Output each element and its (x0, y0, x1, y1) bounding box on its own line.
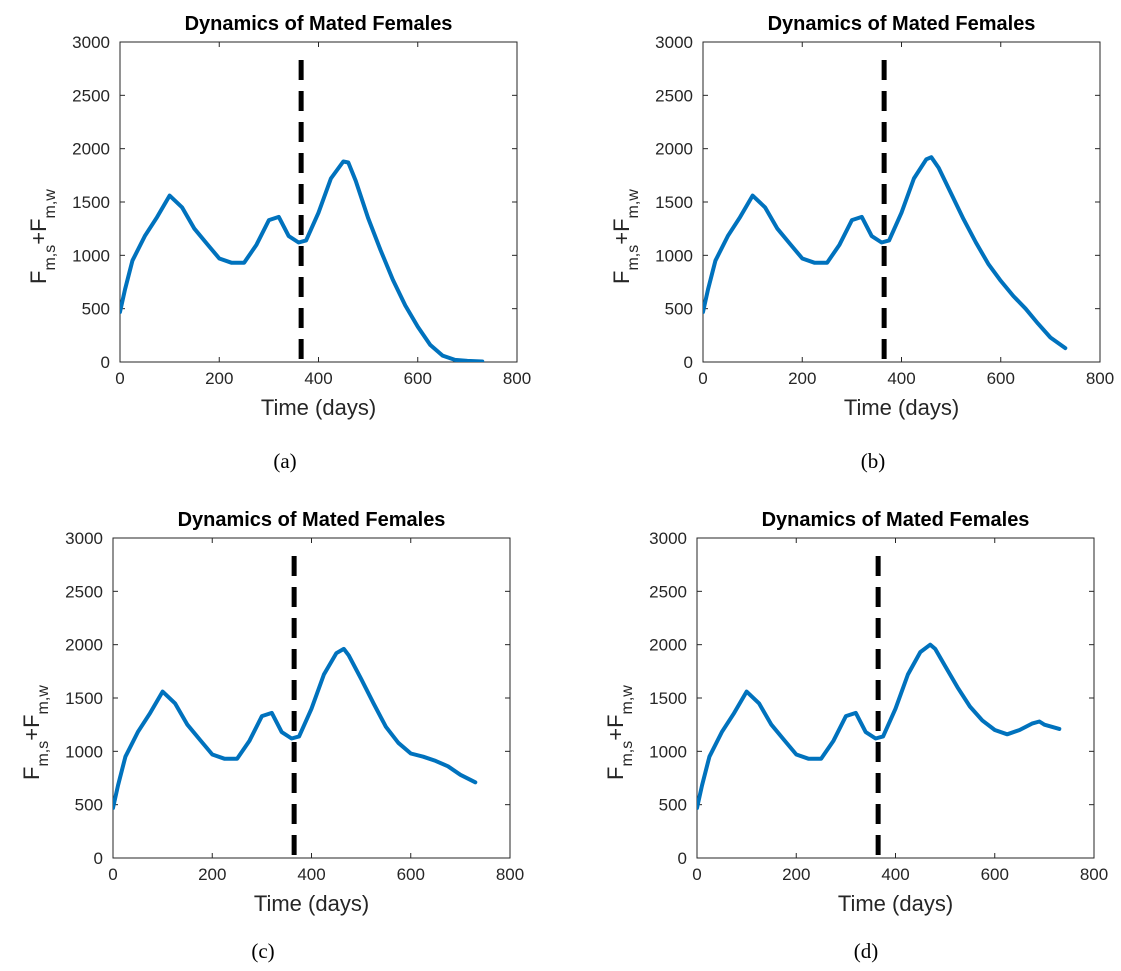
y-label-sub2: m,w (35, 685, 52, 715)
series-line (697, 642, 1062, 810)
y-label-plus-f2: +F (26, 218, 51, 244)
y-tick-label: 0 (684, 353, 693, 372)
chart-panel-d: 0 200 400 600 800 0 500 1000 1500 2000 2500 3000 Dyn… (603, 509, 1108, 963)
y-label-sub1: m,s (619, 741, 636, 767)
axes-box (112, 537, 511, 859)
panel-caption: (b) (861, 449, 886, 473)
x-tick-label: 200 (788, 369, 816, 388)
x-tick-label: 0 (115, 369, 124, 388)
y-label-sub2: m,w (42, 189, 59, 219)
panel-caption: (d) (854, 939, 879, 963)
y-axis-label: Fm,s+Fm,w (26, 189, 59, 284)
y-tick-label: 1000 (655, 246, 693, 265)
y-tick-label: 0 (678, 849, 687, 868)
x-tick-label: 800 (1086, 369, 1114, 388)
y-tick-label: 2500 (65, 582, 103, 601)
y-tick-label: 500 (659, 796, 687, 815)
y-tick-label: 500 (75, 796, 103, 815)
y-tick-label: 3000 (649, 529, 687, 548)
axes-box (119, 41, 518, 363)
y-tick-label: 2500 (655, 86, 693, 105)
chart-panel-b: 0 200 400 600 800 0 500 1000 1500 2000 2500 3000 Dyn… (609, 13, 1114, 473)
y-tick-label: 500 (82, 300, 110, 319)
y-label-f1: F (26, 271, 51, 284)
y-tick-label: 1500 (649, 689, 687, 708)
series-line (113, 646, 478, 810)
x-tick-label: 600 (404, 369, 432, 388)
y-label-sub1: m,s (42, 245, 59, 271)
chart-title: Dynamics of Mated Females (762, 509, 1030, 531)
x-tick-label: 200 (782, 865, 810, 884)
y-tick-label: 2000 (72, 140, 110, 159)
y-axis-label: Fm,s+Fm,w (19, 685, 52, 780)
y-label-sub1: m,s (625, 245, 642, 271)
y-axis-label: Fm,s+Fm,w (603, 685, 636, 780)
y-label-f1: F (603, 767, 628, 780)
x-axis-label: Time (days) (844, 395, 959, 420)
chart-title: Dynamics of Mated Females (185, 13, 453, 35)
panel-caption: (a) (273, 449, 296, 473)
y-tick-label: 1500 (655, 193, 693, 212)
y-tick-label: 2000 (649, 636, 687, 655)
y-tick-label: 2500 (72, 86, 110, 105)
x-axis-label: Time (days) (254, 891, 369, 916)
chart-title: Dynamics of Mated Females (178, 509, 446, 531)
series-line (120, 159, 485, 362)
x-tick-label: 600 (981, 865, 1009, 884)
y-tick-label: 0 (101, 353, 110, 372)
x-tick-label: 200 (205, 369, 233, 388)
x-tick-label: 0 (692, 865, 701, 884)
chart-panel-c: 0 200 400 600 800 0 500 1000 1500 2000 2500 3000 Dyn… (19, 509, 524, 963)
y-tick-label: 1500 (65, 689, 103, 708)
y-label-plus-f2: +F (19, 714, 44, 740)
y-tick-label: 2000 (655, 140, 693, 159)
x-tick-label: 0 (698, 369, 707, 388)
y-tick-label: 3000 (65, 529, 103, 548)
x-tick-label: 0 (108, 865, 117, 884)
chart-title: Dynamics of Mated Females (768, 13, 1036, 35)
y-label-f1: F (609, 271, 634, 284)
y-tick-label: 3000 (72, 33, 110, 52)
y-label-sub2: m,w (625, 189, 642, 219)
axes-box (696, 537, 1095, 859)
y-tick-label: 1500 (72, 193, 110, 212)
y-tick-label: 0 (94, 849, 103, 868)
x-tick-label: 200 (198, 865, 226, 884)
y-label-f1: F (19, 767, 44, 780)
x-tick-label: 400 (304, 369, 332, 388)
x-tick-label: 400 (297, 865, 325, 884)
chart-panel-a: 0 200 400 600 800 0 500 1000 1500 2000 2500 3000 Dyn… (26, 13, 531, 473)
y-label-plus-f2: +F (609, 218, 634, 244)
x-tick-label: 800 (496, 865, 524, 884)
y-label-sub1: m,s (35, 741, 52, 767)
y-tick-label: 1000 (649, 742, 687, 761)
series-line (703, 155, 1068, 351)
x-tick-label: 600 (987, 369, 1015, 388)
x-axis-label: Time (days) (838, 891, 953, 916)
y-tick-label: 1000 (65, 742, 103, 761)
axes-box (702, 41, 1101, 363)
x-tick-label: 800 (1080, 865, 1108, 884)
x-tick-label: 800 (503, 369, 531, 388)
y-tick-label: 1000 (72, 246, 110, 265)
y-axis-label: Fm,s+Fm,w (609, 189, 642, 284)
y-tick-label: 2000 (65, 636, 103, 655)
x-tick-label: 600 (397, 865, 425, 884)
x-axis-label: Time (days) (261, 395, 376, 420)
y-tick-label: 500 (665, 300, 693, 319)
y-label-sub2: m,w (619, 685, 636, 715)
y-label-plus-f2: +F (603, 714, 628, 740)
x-tick-label: 400 (881, 865, 909, 884)
y-tick-label: 2500 (649, 582, 687, 601)
y-tick-label: 3000 (655, 33, 693, 52)
x-tick-label: 400 (887, 369, 915, 388)
panel-caption: (c) (251, 939, 274, 963)
